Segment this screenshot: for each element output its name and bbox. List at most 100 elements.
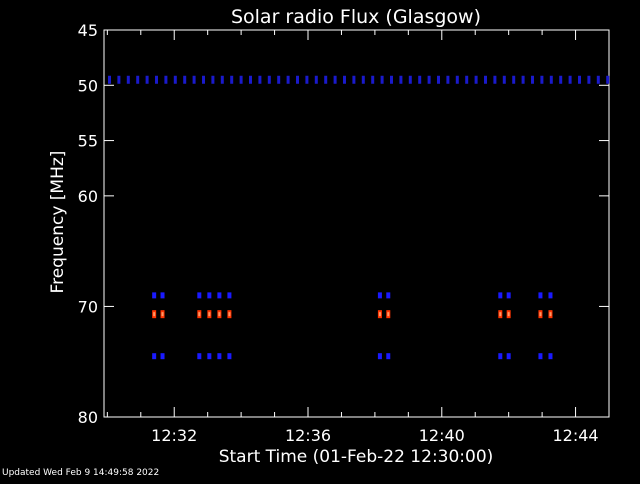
burst-pixel-core: [161, 312, 164, 317]
y-tick-label: 80: [78, 408, 98, 427]
noise-dot: [305, 75, 309, 84]
burst-pixel-weak: [506, 353, 511, 360]
noise-dot: [333, 75, 337, 84]
noise-dot: [239, 75, 243, 84]
noise-dot: [465, 75, 469, 84]
noise-dot: [192, 75, 196, 84]
noise-dot: [474, 75, 478, 84]
y-tick-label: 45: [78, 21, 98, 40]
noise-dot: [540, 75, 544, 84]
chart-title: Solar radio Flux (Glasgow): [231, 6, 481, 28]
noise-dot: [324, 75, 328, 84]
burst-pixel-weak: [506, 292, 511, 299]
noise-dot: [183, 75, 187, 84]
noise-dot: [568, 75, 572, 84]
noise-dot: [484, 75, 487, 84]
noise-dot: [427, 75, 431, 84]
plot-area: [103, 29, 610, 418]
burst-pixel-weak: [498, 292, 503, 299]
noise-dot: [390, 75, 393, 84]
burst-pixel-core: [228, 312, 231, 317]
burst-pixel-core: [387, 312, 390, 317]
noise-dot: [117, 75, 121, 84]
burst-pixel-weak: [160, 292, 165, 299]
noise-dot: [587, 75, 591, 84]
y-axis: 45 50 55 60 70 80: [78, 21, 609, 427]
noise-dot: [343, 75, 346, 84]
y-tick-label: 55: [78, 132, 98, 151]
noise-dot: [108, 75, 111, 84]
noise-dot: [126, 75, 130, 84]
burst-pixel-weak: [207, 292, 212, 299]
burst-pixel-weak: [197, 292, 202, 299]
noise-dot: [493, 75, 497, 84]
x-tick-label: 12:44: [553, 426, 599, 445]
noise-dot: [258, 75, 262, 84]
noise-dot: [314, 75, 318, 84]
burst-pixel-weak: [538, 353, 543, 360]
burst-pixel-weak: [217, 353, 222, 360]
noise-dot: [211, 75, 215, 84]
noise-dot: [606, 75, 610, 84]
burst-pixel-weak: [227, 353, 232, 360]
burst-pixel-weak: [160, 353, 165, 360]
noise-band-layer: [108, 75, 610, 84]
noise-dot: [220, 75, 224, 84]
noise-dot: [249, 75, 252, 84]
noise-dot: [596, 75, 600, 84]
noise-dot: [136, 75, 140, 84]
x-tick-label: 12:36: [285, 426, 331, 445]
noise-dot: [145, 75, 149, 84]
noise-dot: [437, 75, 440, 84]
noise-dot: [352, 75, 356, 84]
burst-pixel-weak: [197, 353, 202, 360]
noise-dot: [277, 75, 281, 84]
noise-dot: [549, 75, 553, 84]
burst-pixel-weak: [548, 353, 553, 360]
burst-pixel-weak: [152, 353, 157, 360]
burst-pixel-weak: [217, 292, 222, 299]
noise-dot: [371, 75, 375, 84]
burst-pixel-core: [539, 312, 542, 317]
noise-dot: [296, 75, 299, 84]
noise-dot: [173, 75, 177, 84]
noise-dot: [502, 75, 506, 84]
update-timestamp: Updated Wed Feb 9 14:49:58 2022: [2, 468, 160, 478]
burst-pixel-core: [378, 312, 381, 317]
noise-dot: [286, 75, 290, 84]
burst-pixel-weak: [538, 292, 543, 299]
noise-dot: [164, 75, 168, 84]
y-tick-label: 70: [78, 297, 98, 316]
noise-dot: [399, 75, 403, 84]
noise-dot: [408, 75, 412, 84]
noise-dot: [446, 75, 450, 84]
burst-pixel-weak: [152, 292, 157, 299]
burst-pixel-core: [499, 312, 502, 317]
burst-layer: [152, 292, 553, 360]
x-axis: 12:32 12:36 12:40 12:44: [106, 30, 610, 445]
noise-dot: [418, 75, 422, 84]
burst-pixel-weak: [386, 292, 391, 299]
burst-pixel-weak: [386, 353, 391, 360]
noise-dot: [531, 75, 534, 84]
noise-dot: [521, 75, 525, 84]
x-tick-label: 12:40: [419, 426, 465, 445]
noise-dot: [230, 75, 234, 84]
burst-pixel-weak: [548, 292, 553, 299]
x-axis-label: Start Time (01-Feb-22 12:30:00): [219, 447, 494, 467]
burst-pixel-weak: [207, 353, 212, 360]
burst-pixel-core: [549, 312, 552, 317]
noise-dot: [578, 75, 581, 84]
y-axis-label: Frequency [MHz]: [48, 151, 68, 294]
y-tick-label: 60: [78, 187, 98, 206]
burst-pixel-weak: [377, 292, 382, 299]
burst-pixel-weak: [498, 353, 503, 360]
noise-dot: [380, 75, 384, 84]
noise-dot: [202, 75, 205, 84]
x-tick-label: 12:32: [151, 426, 197, 445]
burst-pixel-weak: [377, 353, 382, 360]
noise-dot: [267, 75, 271, 84]
burst-pixel-core: [198, 312, 201, 317]
